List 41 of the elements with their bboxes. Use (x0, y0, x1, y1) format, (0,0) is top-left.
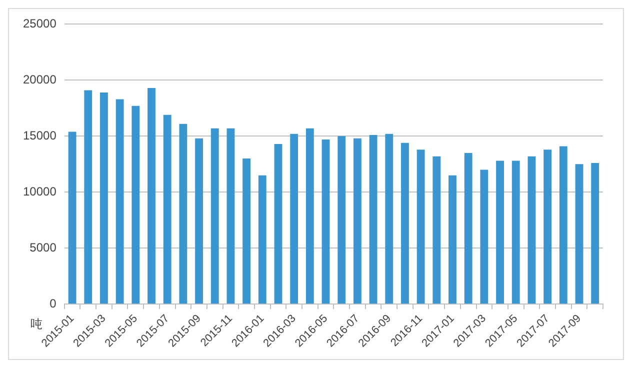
bar (258, 175, 266, 304)
bar (464, 152, 472, 304)
bar (210, 128, 219, 304)
bar (195, 138, 203, 304)
bar (448, 175, 456, 304)
y-axis-title: 吨 (30, 317, 42, 332)
bar (226, 128, 235, 304)
bar (163, 114, 172, 304)
bar (401, 142, 409, 304)
bar (290, 134, 298, 304)
bar (306, 128, 314, 304)
bar (591, 163, 600, 304)
bar (322, 140, 330, 304)
y-tick-label: 20000 (22, 72, 57, 86)
bar (84, 90, 92, 304)
bar (100, 92, 108, 304)
y-tick-label: 0 (50, 296, 57, 310)
y-tick-label: 25000 (22, 16, 57, 31)
bar (544, 150, 552, 304)
bar (528, 156, 536, 304)
bar (575, 164, 584, 304)
bar (242, 158, 251, 304)
bar (480, 170, 488, 304)
bar (385, 134, 394, 304)
bar (559, 146, 568, 304)
bar (179, 124, 188, 304)
bar (512, 160, 520, 304)
bar (148, 88, 156, 304)
bar (496, 160, 504, 304)
bar (274, 144, 282, 304)
bar (116, 99, 124, 304)
bar (353, 138, 362, 304)
bar (132, 106, 140, 304)
bar (416, 150, 425, 304)
y-tick-label: 15000 (22, 128, 57, 142)
y-tick-label: 10000 (22, 184, 57, 198)
bar (432, 156, 441, 304)
bar (369, 135, 378, 304)
bar (338, 136, 346, 304)
y-tick-label: 5000 (30, 240, 57, 254)
bar (68, 132, 76, 304)
